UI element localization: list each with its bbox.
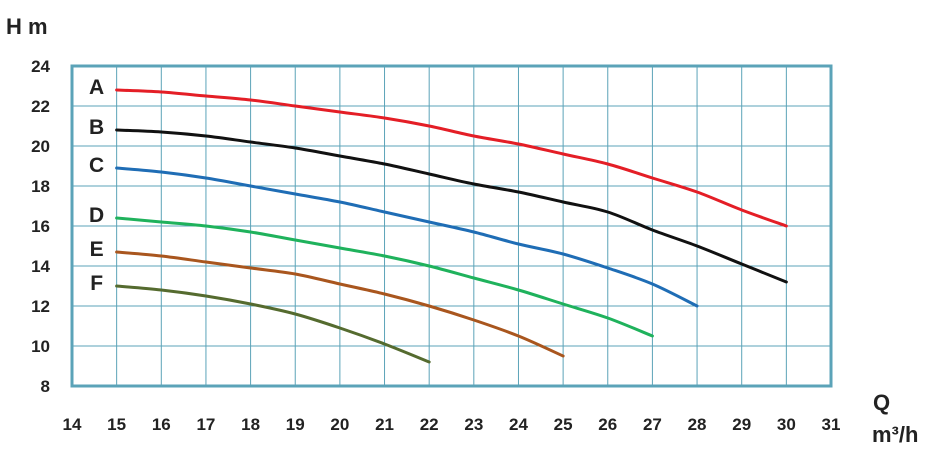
y-tick-label: 18	[31, 177, 50, 196]
x-tick-label: 16	[152, 415, 171, 434]
x-tick-label: 24	[509, 415, 528, 434]
series-line-F	[115, 284, 431, 364]
y-tick-labels: 8 10 12 14 16 18 20 22 24	[31, 57, 50, 396]
series-label-E: E	[90, 238, 104, 261]
series-label-F: F	[90, 272, 103, 295]
series-labels: ABC DEF	[89, 76, 104, 295]
x-tick-label: 18	[241, 415, 260, 434]
x-tick-label: 27	[643, 415, 662, 434]
series-line-B	[115, 128, 788, 284]
x-tick-label: 19	[286, 415, 305, 434]
series-line-D	[115, 216, 654, 338]
x-tick-label: 25	[554, 415, 573, 434]
x-axis-title-q: Q	[873, 390, 890, 415]
y-tick-label: 8	[41, 377, 50, 396]
x-tick-label: 17	[196, 415, 215, 434]
y-tick-label: 20	[31, 137, 50, 156]
series-lines	[115, 88, 788, 364]
series-line-A	[115, 88, 788, 228]
y-tick-label: 16	[31, 217, 50, 236]
y-tick-label: 22	[31, 97, 50, 116]
x-tick-label: 20	[330, 415, 349, 434]
series-line-E	[115, 250, 565, 358]
series-label-D: D	[89, 204, 104, 227]
series-label-C: C	[89, 154, 104, 177]
x-tick-label: 28	[688, 415, 707, 434]
series-line-C	[115, 166, 699, 308]
x-tick-label: 23	[464, 415, 483, 434]
x-tick-label: 21	[375, 415, 394, 434]
plot-frame	[70, 64, 833, 388]
series-label-A: A	[89, 76, 104, 99]
x-axis-title-unit: m³/h	[872, 422, 918, 447]
x-tick-label: 29	[732, 415, 751, 434]
x-tick-labels: 14 15 16 17 18 19 20 21 22 23 24 25 26 27 28 29 30 31	[63, 415, 841, 434]
y-tick-label: 10	[31, 337, 50, 356]
x-tick-label: 15	[107, 415, 126, 434]
x-tick-label: 31	[822, 415, 841, 434]
y-tick-label: 12	[31, 297, 50, 316]
series-label-B: B	[89, 116, 104, 139]
y-tick-label: 24	[31, 57, 50, 76]
x-tick-label: 30	[777, 415, 796, 434]
x-tick-label: 22	[420, 415, 439, 434]
y-tick-label: 14	[31, 257, 50, 276]
y-axis-title: H m	[6, 14, 48, 39]
x-tick-label: 14	[63, 415, 82, 434]
x-tick-label: 26	[598, 415, 617, 434]
